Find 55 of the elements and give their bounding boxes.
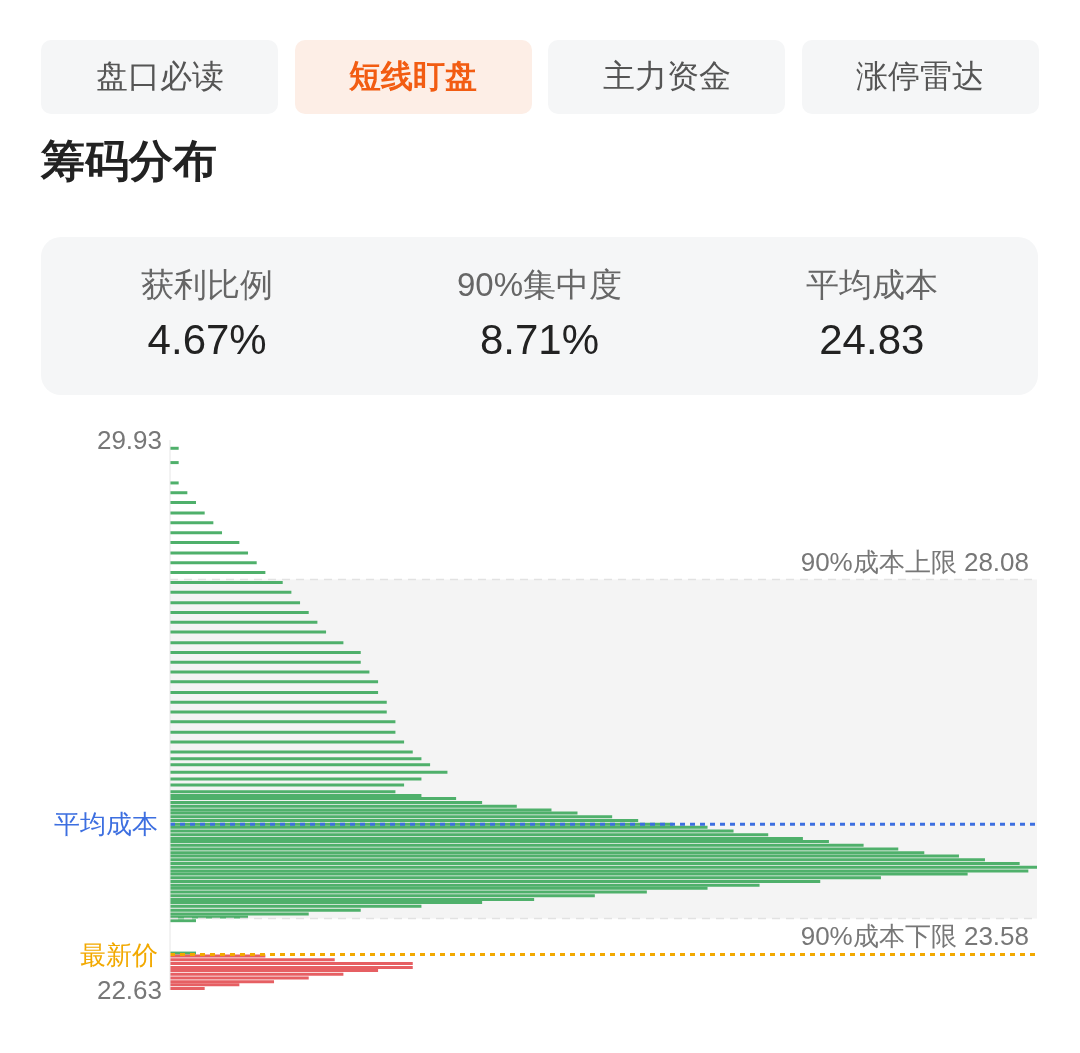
chart-title: 筹码分布 bbox=[41, 135, 217, 187]
bar bbox=[170, 611, 309, 615]
ref-line-label: 90%成本下限 23.58 bbox=[800, 920, 1029, 951]
bar bbox=[170, 461, 179, 465]
text: 8.71% bbox=[479, 316, 600, 364]
bar bbox=[170, 783, 405, 787]
bar bbox=[170, 865, 1037, 869]
y-tick-label: 29.93 bbox=[96, 425, 162, 456]
bar bbox=[170, 740, 405, 744]
bar bbox=[170, 757, 422, 761]
bar bbox=[170, 660, 361, 664]
bar bbox=[170, 551, 249, 555]
text: 短线盯盘 bbox=[294, 40, 532, 114]
text: 4.67% bbox=[147, 316, 267, 364]
bar bbox=[170, 641, 344, 645]
bar bbox=[170, 720, 396, 724]
bar bbox=[170, 670, 370, 674]
bar bbox=[170, 620, 318, 624]
bar bbox=[170, 580, 283, 584]
bar bbox=[170, 700, 387, 704]
bar bbox=[170, 965, 413, 969]
bar bbox=[170, 763, 431, 767]
bar bbox=[170, 770, 448, 774]
text: 涨停雷达 bbox=[801, 40, 1039, 114]
bar bbox=[170, 710, 387, 714]
bar bbox=[170, 680, 379, 684]
bar bbox=[170, 590, 292, 594]
ref-line-label: 90%成本上限 28.08 bbox=[800, 547, 1029, 578]
ref-line-label: 平均成本 bbox=[54, 809, 158, 840]
bar bbox=[170, 750, 413, 754]
bar bbox=[170, 511, 205, 515]
text: 24.83 bbox=[819, 316, 925, 364]
ref-line-label: 最新价 bbox=[80, 939, 158, 970]
bar bbox=[170, 601, 301, 605]
bar bbox=[170, 531, 223, 535]
bar bbox=[170, 650, 361, 654]
bar bbox=[170, 690, 379, 694]
bar bbox=[170, 491, 188, 495]
bar bbox=[170, 501, 197, 505]
bar bbox=[170, 730, 396, 734]
text: 主力资金 bbox=[548, 40, 785, 114]
text: 盘口必读 bbox=[41, 40, 278, 114]
text: 90%集中度 bbox=[456, 265, 623, 305]
text: 获利比例 bbox=[141, 265, 274, 305]
bar bbox=[170, 540, 240, 544]
text: 平均成本 bbox=[805, 265, 938, 305]
bar bbox=[170, 777, 422, 781]
y-tick-label: 22.63 bbox=[96, 975, 162, 1006]
bar bbox=[170, 561, 257, 565]
bar bbox=[170, 481, 179, 485]
bar bbox=[170, 630, 327, 634]
bar bbox=[170, 521, 214, 525]
bar bbox=[170, 962, 413, 966]
bar bbox=[170, 571, 266, 575]
bar bbox=[170, 446, 179, 450]
